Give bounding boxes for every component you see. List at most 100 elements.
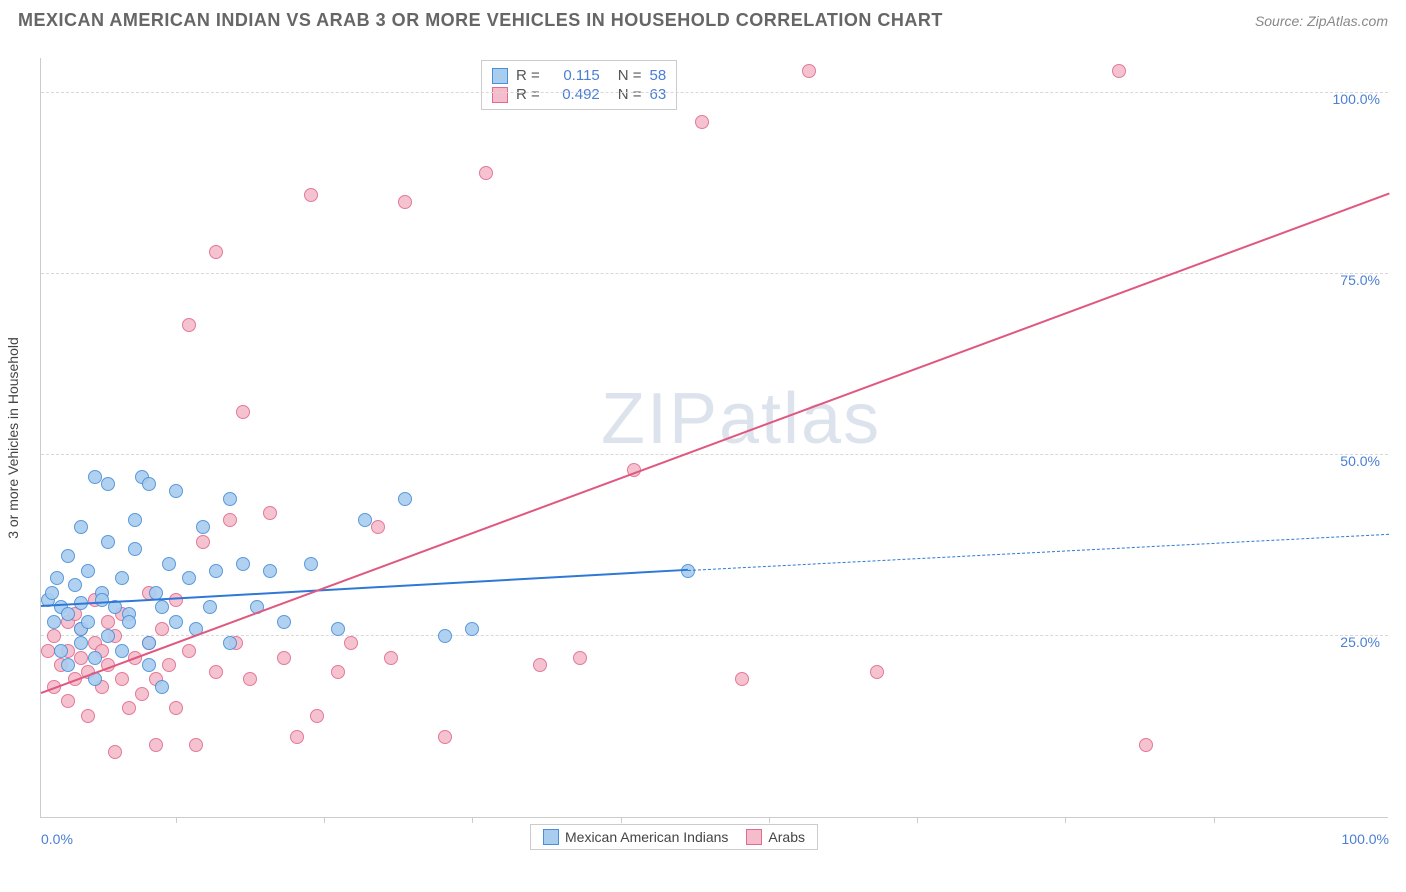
data-point [573,651,587,665]
data-point [277,651,291,665]
data-point [189,738,203,752]
data-point [155,622,169,636]
data-point [122,615,136,629]
data-point [304,557,318,571]
data-point [735,672,749,686]
data-point [479,166,493,180]
data-point [182,644,196,658]
data-point [1139,738,1153,752]
data-point [223,492,237,506]
chart-header: MEXICAN AMERICAN INDIAN VS ARAB 3 OR MOR… [0,0,1406,37]
data-point [277,615,291,629]
data-point [203,600,217,614]
data-point [438,730,452,744]
data-point [310,709,324,723]
data-point [695,115,709,129]
series-swatch [746,829,762,845]
data-point [61,549,75,563]
n-label: N = [618,67,642,84]
data-point [169,615,183,629]
y-tick-label: 75.0% [1340,272,1380,288]
watermark: ZIPatlas [601,378,881,460]
data-point [223,636,237,650]
data-point [88,651,102,665]
data-point [1112,64,1126,78]
gridline [41,273,1388,274]
n-value: 58 [650,67,667,84]
stats-row: R = 0.492 N = 63 [492,86,666,103]
data-point [331,665,345,679]
data-point [47,615,61,629]
data-point [101,535,115,549]
scatter-chart: 3 or more Vehicles in Household ZIPatlas… [40,58,1388,818]
data-point [74,636,88,650]
data-point [68,578,82,592]
data-point [182,318,196,332]
n-value: 63 [650,86,667,103]
data-point [162,557,176,571]
y-tick-label: 50.0% [1340,453,1380,469]
gridline [41,454,1388,455]
data-point [398,492,412,506]
data-point [81,615,95,629]
data-point [371,520,385,534]
data-point [95,593,109,607]
data-point [196,535,210,549]
data-point [182,571,196,585]
data-point [236,557,250,571]
data-point [223,513,237,527]
legend-label: Arabs [768,829,805,845]
x-tick [176,817,177,823]
data-point [54,644,68,658]
data-point [61,658,75,672]
data-point [304,188,318,202]
data-point [243,672,257,686]
data-point [61,607,75,621]
data-point [142,636,156,650]
stats-row: R =0.115N =58 [492,67,666,84]
data-point [263,506,277,520]
data-point [290,730,304,744]
data-point [101,615,115,629]
data-point [384,651,398,665]
data-point [122,701,136,715]
r-label: R = [516,86,540,103]
gridline [41,92,1388,93]
data-point [196,520,210,534]
legend-item: Mexican American Indians [543,829,728,845]
data-point [263,564,277,578]
legend-item: Arabs [746,829,805,845]
data-point [115,571,129,585]
data-point [236,405,250,419]
x-tick [1214,817,1215,823]
data-point [45,586,59,600]
data-point [108,745,122,759]
series-swatch [492,87,508,103]
series-swatch [543,829,559,845]
data-point [142,658,156,672]
data-point [135,687,149,701]
data-point [358,513,372,527]
data-point [88,470,102,484]
r-label: R = [516,67,540,84]
y-tick-label: 25.0% [1340,634,1380,650]
data-point [101,477,115,491]
data-point [438,629,452,643]
x-tick-label: 100.0% [1342,831,1389,847]
data-point [155,680,169,694]
data-point [169,701,183,715]
r-value: 0.492 [548,86,600,103]
y-tick-label: 100.0% [1333,91,1380,107]
data-point [47,629,61,643]
data-point [209,245,223,259]
data-point [81,709,95,723]
legend-label: Mexican American Indians [565,829,728,845]
data-point [149,738,163,752]
data-point [115,644,129,658]
source-attribution: Source: ZipAtlas.com [1255,13,1388,29]
data-point [465,622,479,636]
data-point [142,477,156,491]
data-point [61,694,75,708]
n-label: N = [618,86,642,103]
series-legend: Mexican American Indians Arabs [530,824,818,850]
